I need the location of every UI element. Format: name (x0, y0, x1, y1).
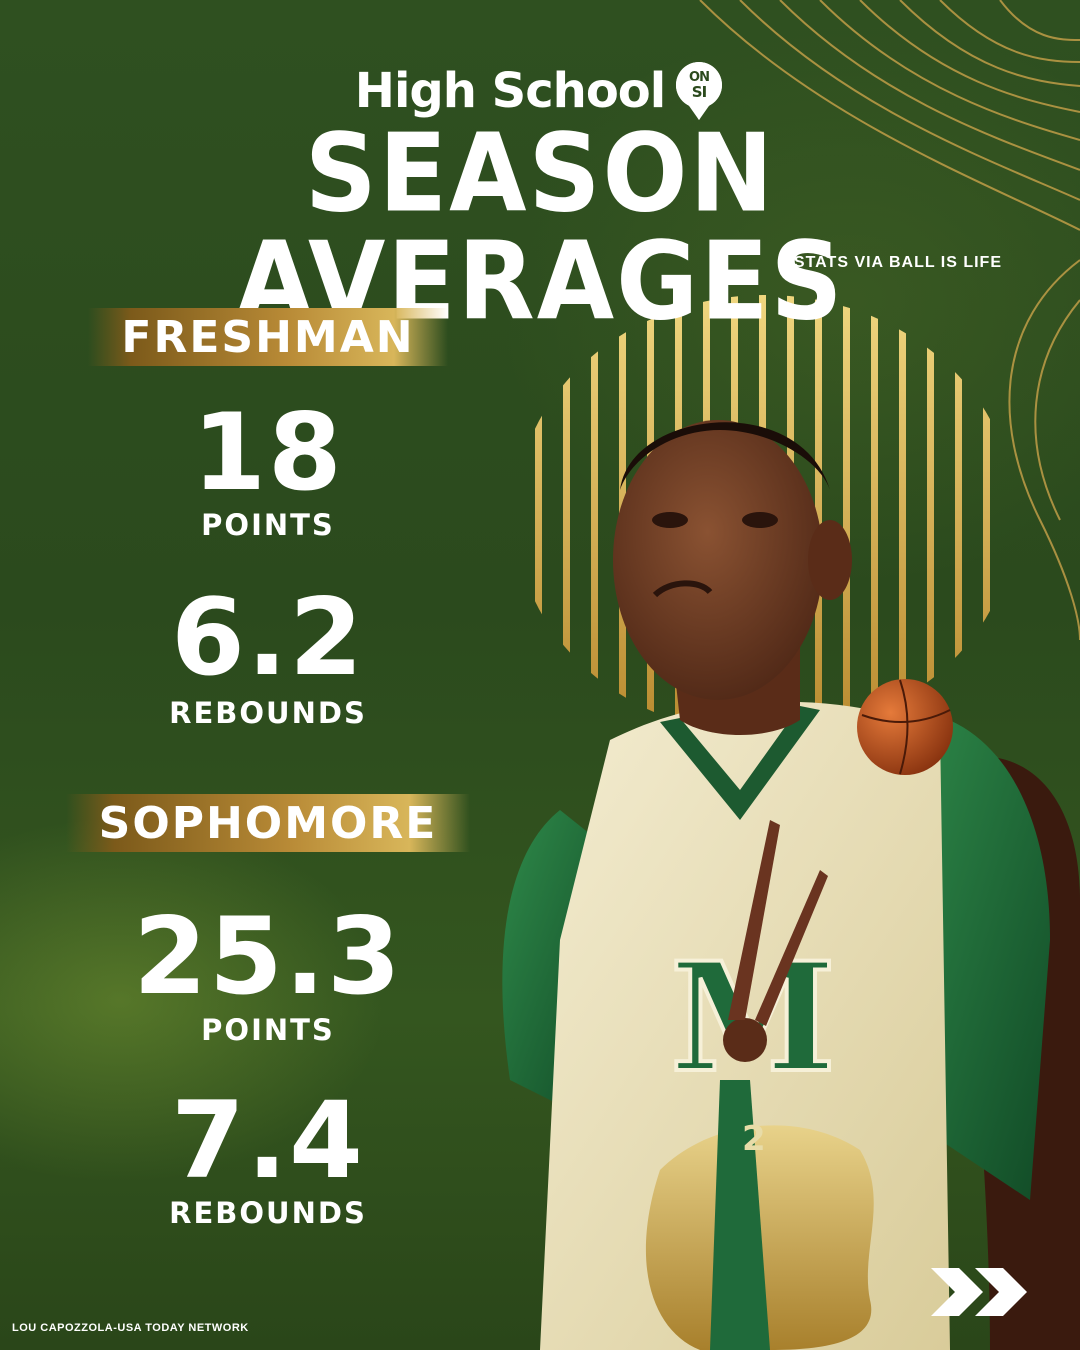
sophomore-label: SOPHOMORE (98, 797, 438, 849)
sophomore-label-box: SOPHOMORE (66, 794, 470, 852)
freshman-points-value: 18 (192, 391, 344, 514)
freshman-label: FRESHMAN (121, 311, 415, 363)
photo-credit: LOU CAPOZZOLA-USA TODAY NETWORK (12, 1322, 249, 1334)
freshman-points-label: POINTS (201, 508, 335, 542)
si-badge-top: ON (689, 70, 709, 85)
stats-source-credit: STATS VIA BALL IS LIFE (793, 254, 1002, 271)
svg-text:2: 2 (742, 1119, 766, 1159)
freshman-rebounds-label: REBOUNDS (169, 696, 367, 730)
sophomore-rebounds-value: 7.4 (171, 1079, 365, 1202)
brand-logo: High School ON SI (0, 60, 1080, 122)
brand-name: High School (354, 63, 666, 119)
next-chevrons-icon[interactable] (925, 1262, 1035, 1322)
sophomore-points-value: 25.3 (133, 895, 403, 1018)
freshman-label-box: FRESHMAN (88, 308, 448, 366)
sophomore-rebounds-label: REBOUNDS (169, 1196, 367, 1230)
sophomore-points-label: POINTS (201, 1013, 335, 1047)
si-logo-icon: ON SI (676, 62, 723, 120)
freshman-rebounds-value: 6.2 (171, 576, 365, 699)
si-badge-bottom: SI (692, 83, 707, 101)
page-title: SEASON AVERAGES (235, 110, 845, 345)
player-photo: M 2 (502, 420, 1080, 1350)
